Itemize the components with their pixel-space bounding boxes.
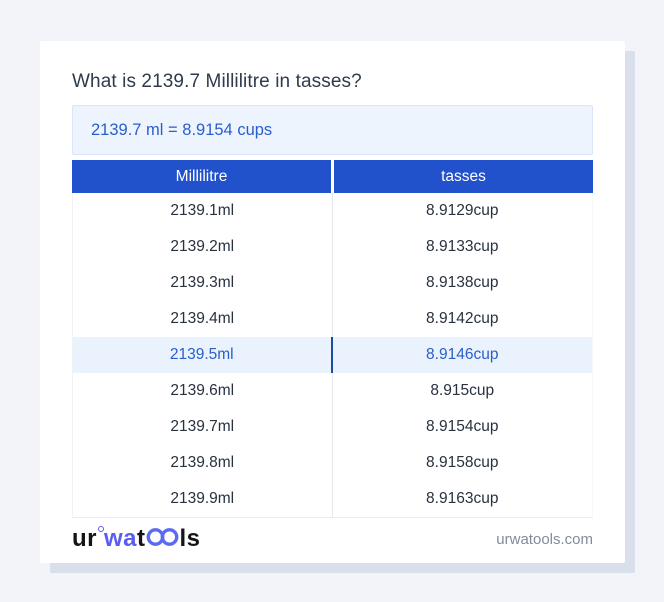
cell-millilitre: 2139.8ml <box>73 445 333 481</box>
table-header-millilitre: Millilitre <box>72 160 331 193</box>
cell-millilitre: 2139.1ml <box>73 193 333 229</box>
cell-tasses: 8.9158cup <box>426 454 499 471</box>
cell-millilitre: 2139.6ml <box>73 373 333 409</box>
converter-card: What is 2139.7 Millilitre in tasses? 213… <box>40 41 625 563</box>
table-row[interactable]: 2139.8ml 8.9158cup <box>73 445 592 481</box>
card-footer: ur wa t ls urwatools.com <box>72 518 593 560</box>
table-header-tasses: tasses <box>334 160 593 193</box>
conversion-table: Millilitre tasses 2139.1ml 8.9129cup 2139.… <box>72 160 593 518</box>
table-row[interactable]: 2139.2ml 8.9133cup <box>73 229 592 265</box>
urwatools-logo[interactable]: ur wa t ls <box>72 525 201 553</box>
logo-text-ls: ls <box>179 525 201 552</box>
cell-millilitre: 2139.2ml <box>73 229 333 265</box>
table-row[interactable]: 2139.5ml 8.9146cup <box>73 337 592 373</box>
table-row[interactable]: 2139.9ml 8.9163cup <box>73 481 592 517</box>
table-body: 2139.1ml 8.9129cup 2139.2ml 8.9133cup 2139.3… <box>72 193 593 518</box>
page-title: What is 2139.7 Millilitre in tasses? <box>72 71 362 92</box>
table-row[interactable]: 2139.4ml 8.9142cup <box>73 301 592 337</box>
cell-tasses: 8.915cup <box>430 382 495 399</box>
footer-site-text: urwatools.com <box>496 530 593 548</box>
table-row[interactable]: 2139.6ml 8.915cup <box>73 373 592 409</box>
cell-tasses: 8.9163cup <box>426 490 499 507</box>
table-row[interactable]: 2139.7ml 8.9154cup <box>73 409 592 445</box>
cell-tasses: 8.9133cup <box>426 238 499 255</box>
cell-tasses: 8.9142cup <box>426 310 499 327</box>
table-header-row: Millilitre tasses <box>72 160 593 193</box>
cell-millilitre: 2139.9ml <box>73 481 333 517</box>
cell-tasses: 8.9146cup <box>426 346 499 363</box>
cell-millilitre: 2139.3ml <box>73 265 333 301</box>
logo-text-t: t <box>137 525 146 552</box>
cell-tasses: 8.9138cup <box>426 274 499 291</box>
cell-millilitre: 2139.4ml <box>73 301 333 337</box>
result-box: 2139.7 ml = 8.9154 cups <box>72 105 593 155</box>
cell-tasses: 8.9154cup <box>426 418 499 435</box>
logo-text-ur: ur <box>72 525 97 552</box>
logo-ring-icon <box>98 526 104 532</box>
logo-text-wa: wa <box>104 525 138 552</box>
cell-millilitre: 2139.5ml <box>73 337 333 373</box>
table-row[interactable]: 2139.3ml 8.9138cup <box>73 265 592 301</box>
logo-oo-glasses-icon <box>146 528 178 546</box>
cell-tasses: 8.9129cup <box>426 202 499 219</box>
cell-millilitre: 2139.7ml <box>73 409 333 445</box>
table-row[interactable]: 2139.1ml 8.9129cup <box>73 193 592 229</box>
result-text: 2139.7 ml = 8.9154 cups <box>91 120 273 139</box>
